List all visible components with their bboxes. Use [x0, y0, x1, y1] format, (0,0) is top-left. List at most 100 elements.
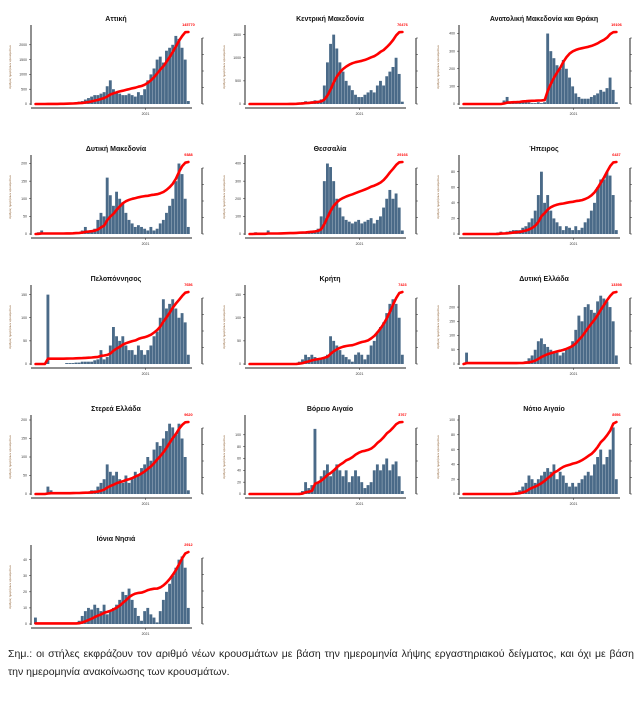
- daily-cases-bar: [561, 230, 565, 234]
- cumulative-end-label: 76476: [397, 23, 408, 27]
- chart-title: Ιόνια Νησιά: [97, 536, 136, 543]
- daily-cases-bar: [577, 482, 581, 494]
- daily-cases-bar: [155, 228, 159, 234]
- daily-cases-bar: [571, 230, 575, 234]
- daily-cases-bar: [555, 352, 559, 364]
- daily-cases-bar: [177, 423, 181, 494]
- daily-cases-bar: [596, 93, 600, 104]
- y-tick-label: 0: [239, 102, 241, 106]
- daily-cases-bar: [372, 340, 376, 364]
- daily-cases-bar: [375, 219, 379, 234]
- daily-cases-bar: [599, 295, 603, 364]
- daily-cases-bar: [363, 359, 367, 364]
- daily-cases-bar: [580, 98, 584, 104]
- daily-cases-bar: [558, 355, 562, 364]
- daily-cases-bar: [168, 205, 172, 234]
- y-tick-label: 20: [451, 217, 455, 221]
- chart-svg: Θεσσαλία Αριθμός ημερήσιων κρουσμάτων 0 100…: [222, 145, 418, 246]
- chart-title: Νότιο Αιγαίο: [523, 406, 565, 413]
- daily-cases-bar: [118, 599, 122, 624]
- daily-cases-bar: [561, 475, 565, 494]
- y-tick-label: 150: [21, 179, 27, 183]
- daily-cases-bar: [555, 479, 559, 494]
- daily-cases-bar: [186, 354, 190, 364]
- cumulative-cases-line: [34, 160, 190, 236]
- daily-cases-bar: [571, 341, 575, 364]
- daily-cases-bar: [304, 482, 308, 494]
- y-tick-label: 200: [21, 418, 27, 422]
- daily-cases-bar: [394, 461, 398, 494]
- daily-cases-bar: [127, 219, 131, 234]
- daily-cases-bar: [174, 35, 178, 104]
- daily-cases-bar: [83, 361, 87, 364]
- daily-cases-bar: [549, 51, 553, 104]
- chart-title: Πελοπόννησος: [91, 275, 142, 283]
- daily-cases-bar: [366, 92, 370, 104]
- daily-cases-bar: [341, 216, 345, 234]
- chart-svg: Ήπειρος Αριθμός ημερήσιων κρουσμάτων 0 20 40…: [436, 146, 632, 246]
- daily-cases-bar: [369, 345, 373, 364]
- daily-cases-bar: [155, 331, 159, 364]
- y-axis-label: Αριθμός ημερήσιων κρουσμάτων: [8, 45, 12, 89]
- x-tick-label: 2021: [142, 112, 150, 116]
- daily-cases-bar: [397, 476, 401, 494]
- chart-panel: Πελοπόννησος Αριθμός ημερήσιων κρουσμάτων…: [0, 260, 214, 388]
- daily-cases-bar: [385, 458, 389, 494]
- daily-cases-bar: [543, 471, 546, 494]
- daily-cases-bar: [394, 193, 398, 234]
- chart-svg: Στερεά Ελλάδα Αριθμός ημερήσιων κρουσμάτω…: [8, 405, 204, 506]
- daily-cases-bar: [372, 92, 376, 104]
- daily-cases-bar: [146, 457, 150, 494]
- daily-cases-bar: [171, 44, 175, 104]
- footnote: Σημ.: οι στήλες εκφράζουν τον αριθμό νέω…: [8, 648, 634, 678]
- daily-cases-bar: [118, 198, 122, 234]
- daily-cases-bar: [149, 614, 153, 624]
- daily-cases-bar: [564, 68, 568, 104]
- daily-cases-bar: [586, 471, 590, 494]
- daily-cases-bar: [586, 218, 590, 234]
- y-tick-label: 1000: [19, 73, 27, 77]
- cumulative-end-label: 9620: [184, 413, 192, 417]
- daily-cases-bar: [96, 359, 100, 364]
- daily-cases-bar: [183, 567, 187, 624]
- y-tick-label: 100: [21, 197, 27, 201]
- daily-cases-bar: [149, 345, 153, 364]
- y-tick-label: 0: [239, 232, 241, 236]
- chart-title: Κεντρική Μακεδονία: [296, 16, 365, 23]
- daily-cases-bar: [363, 488, 367, 494]
- chart-panel: Κρήτη Αριθμός ημερήσιων κρουσμάτων 0 50 100 1…: [214, 260, 428, 388]
- daily-cases-bar: [536, 102, 540, 104]
- daily-cases-bar: [108, 80, 112, 104]
- daily-cases-bar: [599, 89, 603, 104]
- y-axis-label: Αριθμός ημερήσιων κρουσμάτων: [8, 305, 12, 349]
- daily-cases-bar: [161, 219, 165, 234]
- daily-cases-bar: [158, 317, 162, 364]
- daily-cases-bar: [83, 226, 87, 234]
- daily-cases-bar: [152, 449, 156, 494]
- chart-panel: Στερεά Ελλάδα Αριθμός ημερήσιων κρουσμάτω…: [0, 390, 214, 518]
- daily-cases-bar: [347, 359, 351, 364]
- daily-cases-bar: [127, 588, 131, 624]
- daily-cases-bar: [596, 457, 600, 494]
- y-tick-label: 0: [25, 492, 27, 496]
- daily-cases-bar: [338, 207, 342, 234]
- daily-cases-bar: [90, 609, 94, 624]
- daily-cases-bar: [400, 230, 404, 234]
- daily-cases-bar: [121, 482, 125, 494]
- daily-cases-bar: [533, 482, 537, 494]
- daily-cases-bar: [524, 482, 528, 494]
- daily-cases-bar: [580, 227, 584, 234]
- daily-cases-bar: [140, 620, 143, 624]
- daily-cases-bar: [102, 479, 106, 494]
- daily-cases-bar: [347, 482, 351, 494]
- daily-cases-bar: [112, 205, 115, 234]
- daily-cases-bar: [527, 102, 531, 104]
- daily-cases-bar: [593, 95, 596, 104]
- daily-cases-bar: [558, 68, 562, 104]
- daily-cases-bar: [611, 427, 615, 494]
- y-axis-label: Αριθμός ημερήσιων κρουσμάτων: [436, 45, 440, 89]
- daily-cases-bar: [161, 599, 165, 624]
- chart-title: Δυτική Ελλάδα: [519, 275, 569, 283]
- daily-cases-bar: [552, 352, 556, 364]
- daily-cases-bar: [68, 363, 72, 364]
